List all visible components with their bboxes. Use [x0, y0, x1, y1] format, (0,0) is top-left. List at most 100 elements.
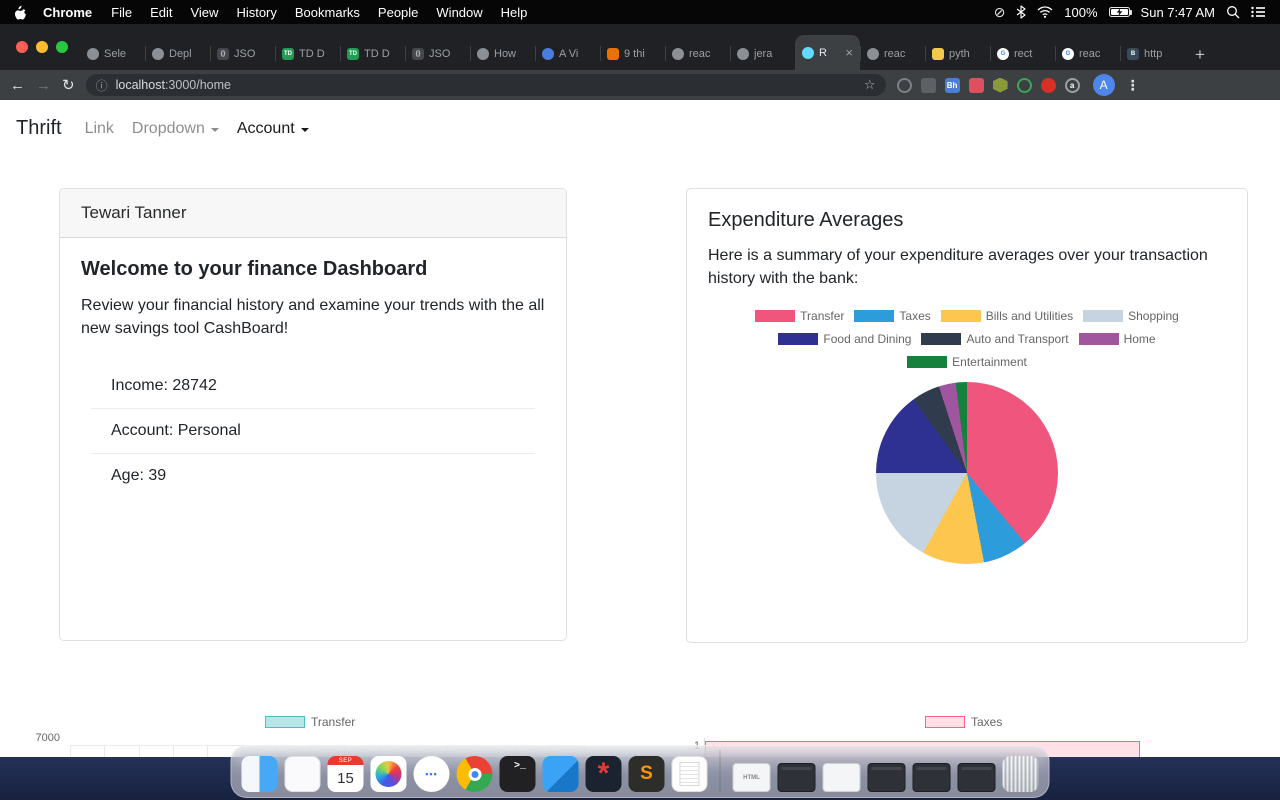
- notification-center-icon[interactable]: [1251, 6, 1266, 18]
- tab-11[interactable]: jera: [730, 37, 795, 70]
- dock-notes[interactable]: [284, 756, 321, 792]
- dock-chrome[interactable]: [456, 756, 493, 792]
- apple-menu-icon[interactable]: [14, 5, 27, 20]
- nav-link-label: Account: [236, 119, 295, 137]
- extension-2-icon[interactable]: [920, 77, 936, 93]
- tab-label: How: [494, 47, 517, 60]
- reload-button[interactable]: ↻: [62, 76, 75, 94]
- extension-1-icon[interactable]: [896, 77, 912, 93]
- pie-legend-item[interactable]: Taxes: [854, 309, 931, 323]
- dock-glyph: HTML: [743, 774, 760, 781]
- dock-sublime-text[interactable]: S: [628, 756, 665, 792]
- menubar-item-file[interactable]: File: [111, 4, 133, 20]
- tab-3[interactable]: {} JSO: [210, 37, 275, 70]
- do-not-disturb-icon[interactable]: ⊘: [993, 3, 1006, 20]
- back-button[interactable]: ←: [10, 76, 25, 94]
- extension-6-icon[interactable]: [1016, 77, 1032, 93]
- address-bar[interactable]: ⓘ localhost:3000/home ☆: [85, 74, 886, 96]
- nav-link-account[interactable]: Account: [228, 120, 318, 138]
- extension-4-icon[interactable]: [968, 77, 984, 93]
- tab-label: http: [1144, 47, 1163, 60]
- dock-vscode[interactable]: [542, 756, 579, 792]
- pie-legend-item[interactable]: Transfer: [755, 309, 844, 323]
- pie-chart[interactable]: [876, 382, 1058, 565]
- nav-link-link[interactable]: Link: [76, 120, 123, 138]
- menubar-clock[interactable]: Sun 7:47 AM: [1140, 4, 1215, 20]
- pie-legend-item[interactable]: Food and Dining: [778, 332, 911, 346]
- dock-trash[interactable]: [1002, 756, 1039, 792]
- dock-messages[interactable]: •••: [413, 756, 450, 792]
- tab-favicon-braces: {}: [217, 47, 229, 60]
- pie-legend-item[interactable]: Shopping: [1083, 309, 1179, 323]
- tab-9[interactable]: 9 thi: [600, 37, 665, 70]
- transfer-legend-label: Transfer: [311, 715, 356, 729]
- tab-strip: Sele Depl {} JSO TD TD D TD TD D {} JSO How A Vi 9 t…: [0, 24, 1280, 70]
- tab-8[interactable]: A Vi: [535, 37, 600, 70]
- browser-toolbar: ← → ↻ ⓘ localhost:3000/home ☆ Bh a A ⋮: [0, 70, 1280, 100]
- profile-avatar[interactable]: A: [1092, 74, 1115, 96]
- profile-card-header: Tewari Tanner: [60, 189, 566, 238]
- tab-10[interactable]: reac: [665, 37, 730, 70]
- nav-link-dropdown[interactable]: Dropdown: [123, 120, 228, 138]
- battery-percentage: 100%: [1064, 4, 1098, 20]
- dock-textedit[interactable]: [671, 756, 708, 792]
- dock-web-tool[interactable]: *: [585, 756, 622, 792]
- tab-12-active[interactable]: R ×: [795, 35, 860, 70]
- extension-3-icon[interactable]: Bh: [944, 77, 960, 93]
- tab-13[interactable]: reac: [860, 37, 925, 70]
- site-info-icon[interactable]: ⓘ: [95, 78, 108, 93]
- fullscreen-window-button[interactable]: [56, 41, 68, 53]
- pie-legend-item[interactable]: Auto and Transport: [921, 332, 1069, 346]
- tab-favicon-globe: [477, 47, 489, 60]
- tab-14[interactable]: pyth: [925, 37, 990, 70]
- pie-legend-item[interactable]: Home: [1078, 332, 1156, 346]
- navbar-brand[interactable]: Thrift: [16, 117, 62, 139]
- menubar-item-window[interactable]: Window: [436, 4, 483, 20]
- tab-1[interactable]: Sele: [80, 37, 145, 70]
- menubar-item-help[interactable]: Help: [500, 4, 528, 20]
- forward-button[interactable]: →: [36, 76, 51, 94]
- dock-minimized-window-code-3[interactable]: [957, 763, 996, 792]
- close-window-button[interactable]: [16, 41, 28, 53]
- dock-minimized-window-html[interactable]: HTML: [732, 763, 771, 792]
- tab-4[interactable]: TD TD D: [275, 37, 340, 70]
- tab-7[interactable]: How: [470, 37, 535, 70]
- spotlight-icon[interactable]: [1226, 5, 1240, 19]
- expenditure-card-body: Expenditure Averages Here is a summary o…: [687, 189, 1247, 584]
- taxes-chart-legend[interactable]: Taxes: [925, 715, 1002, 729]
- extension-7-icon[interactable]: [1040, 77, 1056, 93]
- pie-legend-item[interactable]: Bills and Utilities: [940, 309, 1073, 323]
- tab-5[interactable]: TD TD D: [340, 37, 405, 70]
- dock-minimized-window-doc[interactable]: [822, 763, 861, 792]
- dock-minimized-window-code-2[interactable]: [912, 763, 951, 792]
- dock-minimized-window-terminal[interactable]: [777, 763, 816, 792]
- tab-2[interactable]: Depl: [145, 37, 210, 70]
- dock-finder[interactable]: [241, 756, 278, 792]
- pie-legend-item[interactable]: Entertainment: [907, 355, 1027, 369]
- bookmark-star-icon[interactable]: ☆: [863, 77, 876, 92]
- dock-minimized-window-code-1[interactable]: [867, 763, 906, 792]
- browser-menu-icon[interactable]: ⋮: [1125, 76, 1140, 93]
- menubar-item-bookmarks[interactable]: Bookmarks: [294, 4, 360, 20]
- tab-close-icon[interactable]: ×: [845, 45, 853, 60]
- extension-8-icon[interactable]: a: [1064, 77, 1080, 93]
- menubar-item-edit[interactable]: Edit: [150, 4, 173, 20]
- transfer-chart-legend[interactable]: Transfer: [265, 715, 355, 729]
- extension-5-icon[interactable]: [992, 77, 1008, 93]
- menubar-item-view[interactable]: View: [190, 4, 219, 20]
- dock-terminal[interactable]: >_: [499, 756, 536, 792]
- dock-calendar[interactable]: SEP 15: [327, 756, 364, 792]
- menubar-item-people[interactable]: People: [377, 4, 419, 20]
- wifi-icon[interactable]: [1037, 6, 1053, 18]
- minimize-window-button[interactable]: [36, 41, 48, 53]
- new-tab-button[interactable]: +: [1195, 45, 1205, 64]
- legend-label: Entertainment: [952, 355, 1027, 370]
- bluetooth-icon[interactable]: [1016, 5, 1026, 19]
- menubar-item-history[interactable]: History: [236, 4, 277, 20]
- menubar-app-name[interactable]: Chrome: [43, 4, 93, 20]
- dock-photos[interactable]: [370, 756, 407, 792]
- tab-6[interactable]: {} JSO: [405, 37, 470, 70]
